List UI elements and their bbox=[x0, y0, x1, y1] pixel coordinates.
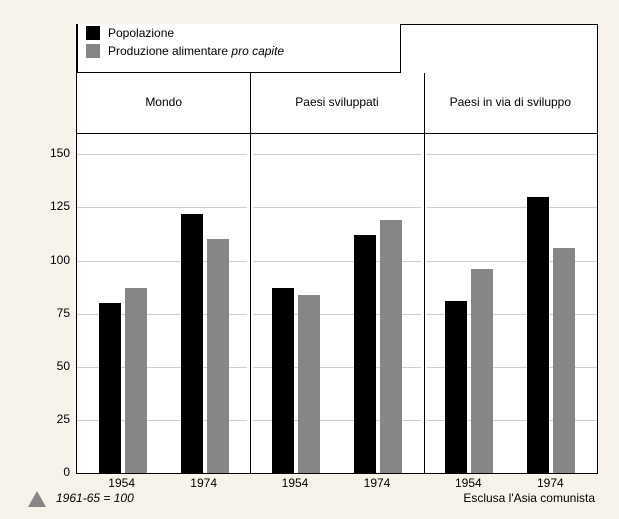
bar bbox=[298, 295, 320, 474]
bar bbox=[471, 269, 493, 473]
footer-note-left: 1961-65 = 100 bbox=[56, 491, 134, 505]
grid-line bbox=[253, 154, 420, 155]
legend-item-0: Popolazione bbox=[78, 24, 400, 42]
grid-line bbox=[77, 154, 247, 155]
bar bbox=[527, 197, 549, 473]
grid-line bbox=[427, 207, 597, 208]
grid-line bbox=[253, 207, 420, 208]
grid-line bbox=[427, 154, 597, 155]
bar bbox=[125, 288, 147, 473]
y-tick-label: 0 bbox=[40, 465, 70, 479]
legend-item-1: Produzione alimentare pro capite bbox=[78, 42, 400, 60]
bar bbox=[445, 301, 467, 473]
y-tick-label: 100 bbox=[40, 253, 70, 267]
y-tick-label: 75 bbox=[40, 306, 70, 320]
y-tick-label: 25 bbox=[40, 412, 70, 426]
bar bbox=[380, 220, 402, 473]
bar bbox=[354, 235, 376, 473]
chart-area: Popolazione Produzione alimentare pro cap… bbox=[76, 24, 598, 474]
x-tick-label: 1954 bbox=[275, 476, 315, 490]
bar bbox=[272, 288, 294, 473]
y-tick-label: 125 bbox=[40, 199, 70, 213]
y-tick-label: 150 bbox=[40, 146, 70, 160]
x-tick-label: 1974 bbox=[357, 476, 397, 490]
panel-divider bbox=[424, 73, 425, 473]
panel-label: Mondo bbox=[77, 73, 250, 133]
legend-label: Produzione alimentare pro capite bbox=[108, 44, 284, 58]
legend-label: Popolazione bbox=[108, 26, 174, 40]
x-tick-label: 1954 bbox=[102, 476, 142, 490]
grid-line bbox=[77, 207, 247, 208]
panel-label: Paesi in via di sviluppo bbox=[424, 73, 597, 133]
x-tick-label: 1974 bbox=[530, 476, 570, 490]
bar bbox=[207, 239, 229, 473]
chart-frame: Popolazione Produzione alimentare pro cap… bbox=[0, 0, 619, 519]
bar bbox=[553, 248, 575, 473]
panel-divider bbox=[250, 73, 251, 473]
plot-area bbox=[77, 133, 597, 473]
panel-label-row: MondoPaesi sviluppatiPaesi in via di svi… bbox=[77, 73, 597, 134]
legend-swatch bbox=[86, 26, 100, 40]
triangle-icon bbox=[28, 491, 46, 507]
legend-swatch bbox=[86, 44, 100, 58]
bar bbox=[181, 214, 203, 473]
legend: Popolazione Produzione alimentare pro cap… bbox=[77, 24, 401, 73]
footer-note-right: Esclusa l'Asia comunista bbox=[463, 491, 595, 505]
x-tick-label: 1974 bbox=[184, 476, 224, 490]
y-tick-label: 50 bbox=[40, 359, 70, 373]
panel-label: Paesi sviluppati bbox=[250, 73, 423, 133]
x-tick-label: 1954 bbox=[448, 476, 488, 490]
bar bbox=[99, 303, 121, 473]
